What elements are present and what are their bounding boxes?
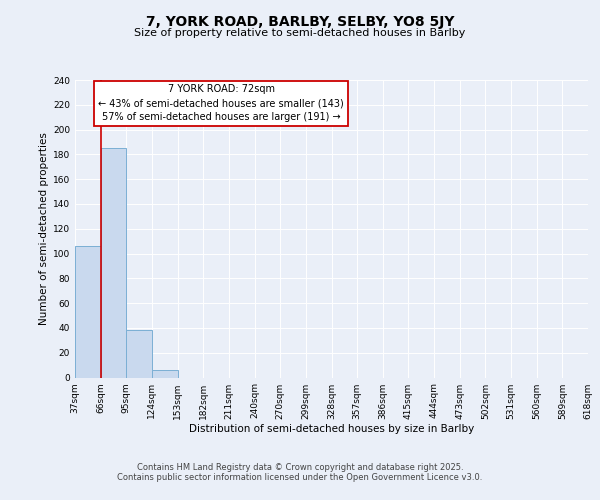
Y-axis label: Number of semi-detached properties: Number of semi-detached properties xyxy=(39,132,49,325)
Bar xyxy=(75,246,101,378)
Bar xyxy=(152,370,178,378)
X-axis label: Distribution of semi-detached houses by size in Barlby: Distribution of semi-detached houses by … xyxy=(189,424,474,434)
Text: Contains public sector information licensed under the Open Government Licence v3: Contains public sector information licen… xyxy=(118,472,482,482)
Bar xyxy=(101,148,127,378)
Text: Size of property relative to semi-detached houses in Barlby: Size of property relative to semi-detach… xyxy=(134,28,466,38)
Bar xyxy=(127,330,152,378)
Text: 7 YORK ROAD: 72sqm
← 43% of semi-detached houses are smaller (143)
57% of semi-d: 7 YORK ROAD: 72sqm ← 43% of semi-detache… xyxy=(98,84,344,122)
Text: Contains HM Land Registry data © Crown copyright and database right 2025.: Contains HM Land Registry data © Crown c… xyxy=(137,462,463,471)
Text: 7, YORK ROAD, BARLBY, SELBY, YO8 5JY: 7, YORK ROAD, BARLBY, SELBY, YO8 5JY xyxy=(146,15,454,29)
